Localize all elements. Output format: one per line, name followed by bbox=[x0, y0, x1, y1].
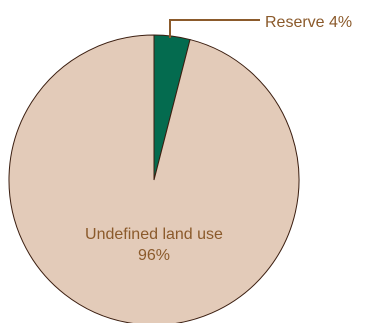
pie-slices bbox=[8, 34, 300, 323]
undefined-land-use-percent: 96% bbox=[138, 247, 170, 264]
reserve-label: Reserve 4% bbox=[265, 14, 352, 31]
undefined-land-use-label: Undefined land use bbox=[85, 226, 223, 243]
slice-undefined-land-use bbox=[8, 34, 300, 323]
reserve-leader-line bbox=[169, 19, 260, 38]
